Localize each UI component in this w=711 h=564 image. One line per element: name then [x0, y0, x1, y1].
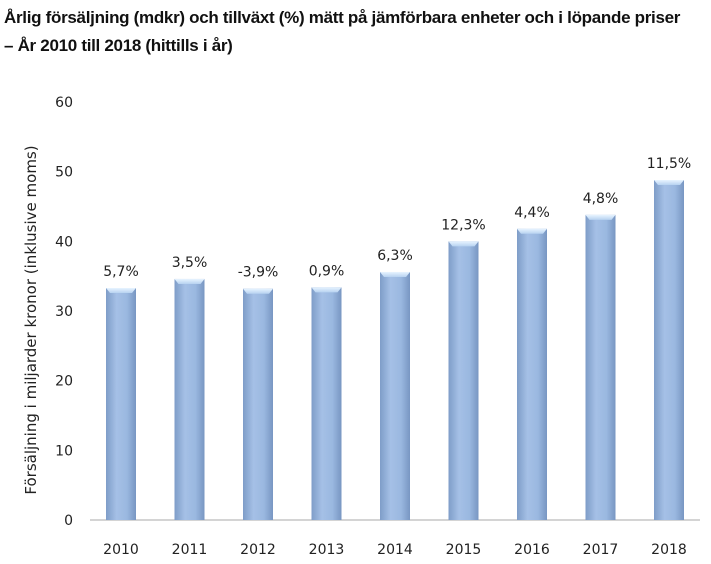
x-tick-label: 2014	[377, 542, 413, 558]
x-tick-label: 2017	[583, 542, 619, 558]
x-tick-label: 2016	[514, 542, 550, 558]
data-label: -3,9%	[238, 265, 279, 281]
bar-cap	[311, 287, 342, 293]
bar-cap	[448, 241, 479, 247]
y-tick-label: 40	[55, 234, 73, 250]
chart-title-line1: Årlig försäljning (mdkr) och tillväxt (%…	[4, 8, 681, 27]
data-label: 3,5%	[172, 255, 208, 271]
data-label: 5,7%	[103, 264, 139, 280]
bar-2012	[243, 288, 273, 520]
x-tick-label: 2010	[103, 542, 139, 558]
data-label: 6,3%	[377, 248, 413, 264]
x-tick-label: 2011	[172, 542, 208, 558]
bar-2018	[654, 180, 684, 520]
bar-2017	[585, 214, 616, 521]
bar-cap	[174, 278, 205, 284]
y-tick-label: 10	[55, 443, 73, 459]
y-tick-label: 0	[64, 513, 73, 529]
bar-2014	[380, 271, 410, 520]
bar-cap	[585, 214, 616, 220]
bar-2010	[106, 288, 136, 520]
x-tick-label: 2018	[651, 542, 687, 558]
data-label: 4,4%	[514, 205, 550, 221]
bar-2013	[311, 287, 342, 520]
data-label: 11,5%	[647, 156, 691, 172]
y-tick-label: 60	[55, 95, 73, 111]
x-tick-label: 2015	[446, 542, 482, 558]
data-label: 0,9%	[309, 263, 345, 279]
bar-2016	[517, 228, 547, 520]
y-axis-label: Försäljning i miljarder kronor (inklusiv…	[22, 145, 40, 494]
x-tick-label: 2012	[240, 542, 276, 558]
bar-2011	[174, 278, 205, 520]
bar-2015	[448, 241, 479, 521]
bar-cap	[654, 180, 684, 186]
data-label: 4,8%	[583, 191, 619, 207]
x-tick-label: 2013	[309, 542, 345, 558]
y-tick-label: 30	[55, 304, 73, 320]
bar-cap	[106, 288, 136, 294]
chart-title-line2: – År 2010 till 2018 (hittills i år)	[4, 36, 233, 55]
bar-cap	[380, 271, 410, 277]
bar-cap	[243, 288, 273, 294]
y-tick-label: 50	[55, 165, 73, 181]
y-tick-label: 20	[55, 374, 73, 390]
data-label: 12,3%	[441, 217, 485, 233]
bar-cap	[517, 228, 547, 234]
